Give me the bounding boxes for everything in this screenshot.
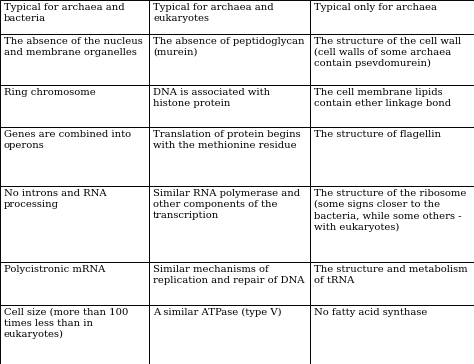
Bar	[149, 0, 310, 34]
Bar	[310, 305, 474, 364]
Bar	[0, 34, 149, 85]
Text: The structure of the ribosome
(some signs closer to the
bacteria, while some oth: The structure of the ribosome (some sign…	[314, 189, 466, 232]
Bar	[0, 262, 149, 305]
Bar	[149, 34, 310, 85]
Bar	[310, 0, 474, 34]
Bar	[0, 85, 149, 127]
Bar	[0, 0, 149, 34]
Text: A similar ATPase (type V): A similar ATPase (type V)	[153, 308, 282, 317]
Bar	[0, 305, 149, 364]
Bar	[149, 262, 310, 305]
Text: Cell size (more than 100
times less than in
eukaryotes): Cell size (more than 100 times less than…	[4, 308, 128, 339]
Text: Typical for archaea and
eukaryotes: Typical for archaea and eukaryotes	[153, 3, 273, 23]
Text: The structure of flagellin: The structure of flagellin	[314, 130, 441, 139]
Bar	[0, 127, 149, 186]
Bar	[310, 186, 474, 262]
Text: DNA is associated with
histone protein: DNA is associated with histone protein	[153, 88, 270, 108]
Text: Typical for archaea and
bacteria: Typical for archaea and bacteria	[4, 3, 124, 23]
Bar	[149, 305, 310, 364]
Bar	[310, 85, 474, 127]
Text: The absence of the nucleus
and membrane organelles: The absence of the nucleus and membrane …	[4, 37, 143, 57]
Text: Typical only for archaea: Typical only for archaea	[314, 3, 437, 12]
Text: The cell membrane lipids
contain ether linkage bond: The cell membrane lipids contain ether l…	[314, 88, 451, 108]
Bar	[310, 262, 474, 305]
Bar	[149, 127, 310, 186]
Text: Ring chromosome: Ring chromosome	[4, 88, 96, 96]
Bar	[149, 85, 310, 127]
Text: Similar mechanisms of
replication and repair of DNA: Similar mechanisms of replication and re…	[153, 265, 305, 285]
Text: No introns and RNA
processing: No introns and RNA processing	[4, 189, 107, 209]
Text: The structure of the cell wall
(cell walls of some archaea
contain psevdomurein): The structure of the cell wall (cell wal…	[314, 37, 461, 68]
Bar	[310, 34, 474, 85]
Text: No fatty acid synthase: No fatty acid synthase	[314, 308, 428, 317]
Text: Translation of protein begins
with the methionine residue: Translation of protein begins with the m…	[153, 130, 301, 150]
Text: Genes are combined into
operons: Genes are combined into operons	[4, 130, 131, 150]
Bar	[149, 186, 310, 262]
Text: The absence of peptidoglycan
(murein): The absence of peptidoglycan (murein)	[153, 37, 305, 57]
Text: Polycistronic mRNA: Polycistronic mRNA	[4, 265, 105, 274]
Bar	[0, 186, 149, 262]
Bar	[310, 127, 474, 186]
Text: Similar RNA polymerase and
other components of the
transcription: Similar RNA polymerase and other compone…	[153, 189, 300, 220]
Text: The structure and metabolism
of tRNA: The structure and metabolism of tRNA	[314, 265, 468, 285]
